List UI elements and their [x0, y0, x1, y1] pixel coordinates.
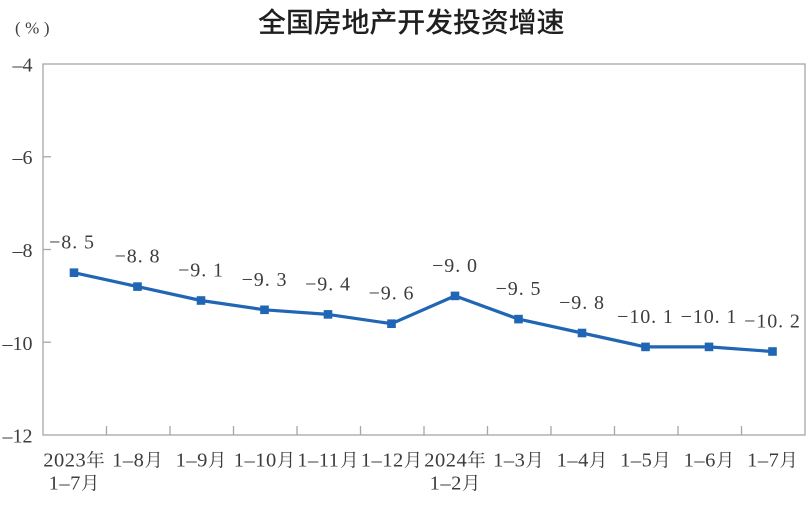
- svg-text:−9. 3: −9. 3: [242, 269, 288, 291]
- svg-text:−9. 1: −9. 1: [178, 260, 224, 282]
- svg-text:−9. 5: −9. 5: [496, 278, 542, 300]
- svg-text:(%): (%): [15, 19, 54, 38]
- svg-text:−9. 8: −9. 8: [559, 292, 605, 314]
- svg-text:2023: 2023: [43, 450, 86, 472]
- svg-text:−9. 6: −9. 6: [369, 283, 415, 305]
- svg-text:1–7: 1–7: [49, 473, 81, 495]
- svg-text:1–6: 1–6: [684, 450, 716, 472]
- svg-text:−10. 1: −10. 1: [681, 306, 738, 328]
- svg-text:1–2: 1–2: [430, 473, 462, 495]
- svg-text:1–4: 1–4: [557, 450, 589, 472]
- svg-text:−8. 8: −8. 8: [115, 246, 161, 268]
- svg-text:–8: –8: [12, 240, 33, 262]
- svg-text:−9. 0: −9. 0: [432, 255, 478, 277]
- svg-text:1–3: 1–3: [493, 450, 525, 472]
- svg-text:1–5: 1–5: [620, 450, 652, 472]
- svg-text:1–8: 1–8: [112, 450, 144, 472]
- svg-text:−9. 4: −9. 4: [305, 273, 351, 295]
- svg-text:−10. 1: −10. 1: [617, 306, 674, 328]
- svg-text:–12: –12: [2, 426, 33, 448]
- svg-text:–4: –4: [12, 55, 33, 77]
- svg-text:1–9: 1–9: [176, 450, 208, 472]
- svg-text:1–11: 1–11: [297, 450, 339, 472]
- svg-text:−8. 5: −8. 5: [49, 232, 95, 254]
- svg-text:1–7: 1–7: [747, 450, 779, 472]
- svg-text:–10: –10: [2, 333, 33, 355]
- svg-text:−10. 2: −10. 2: [744, 311, 801, 333]
- svg-text:1–10: 1–10: [234, 450, 277, 472]
- svg-text:1–12: 1–12: [361, 450, 404, 472]
- svg-text:2024: 2024: [424, 450, 467, 472]
- svg-text:–6: –6: [12, 147, 33, 169]
